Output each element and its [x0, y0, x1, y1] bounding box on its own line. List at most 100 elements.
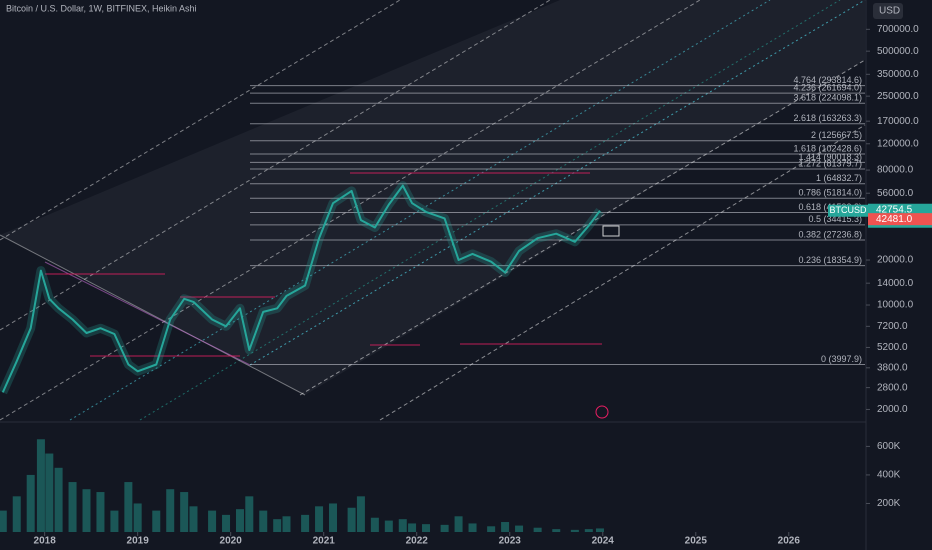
- cursor-box: [602, 225, 620, 237]
- y-tick-label: 350000.0: [877, 69, 919, 80]
- y-tick-label: 20000.0: [877, 255, 914, 266]
- y-tick-label: 200K: [877, 498, 901, 509]
- volume-bar: [110, 510, 119, 532]
- price-tag: [828, 204, 868, 217]
- y-tick-label: 5200.0: [877, 342, 908, 353]
- volume-bar: [124, 482, 133, 532]
- volume-bar: [189, 506, 198, 532]
- volume-bar: [96, 492, 105, 532]
- volume-bar: [82, 489, 91, 532]
- currency[interactable]: USD: [879, 6, 900, 17]
- fib-label: 4.764 (293814.6): [793, 75, 862, 85]
- y-tick-label: 700000.0: [877, 24, 919, 35]
- volume-bar: [468, 523, 477, 532]
- y-tick-label: 14000.0: [877, 278, 914, 289]
- volume-bar: [398, 519, 407, 532]
- pitchfork-line: [0, 0, 701, 421]
- volume-bar: [408, 523, 417, 532]
- y-tick-label: 120000.0: [877, 138, 919, 149]
- x-tick-label: 2023: [499, 536, 522, 547]
- pitchfork-median: [249, 0, 866, 366]
- volume-bar: [45, 453, 54, 532]
- pitchfork: [0, 0, 866, 421]
- volume-bar: [501, 522, 510, 532]
- fib-label: 3.618 (224098.1): [793, 93, 862, 103]
- volume-bar: [259, 510, 268, 532]
- volume-bar: [222, 514, 231, 532]
- x-tick-label: 2019: [127, 536, 150, 547]
- y-tick-label: 500000.0: [877, 46, 919, 57]
- volume-bar: [301, 514, 310, 532]
- x-tick-label: 2024: [592, 536, 615, 547]
- volume-bar: [422, 524, 431, 532]
- volume-bar: [166, 489, 175, 532]
- currency-button[interactable]: [873, 3, 903, 19]
- x-tick-label: 2020: [220, 536, 243, 547]
- volume-bar: [356, 496, 365, 532]
- volume-bar: [595, 528, 604, 532]
- volume-bar: [235, 509, 244, 532]
- y-tick-label: 80000.0: [877, 165, 914, 176]
- fib-label: 0.786 (51814.0): [798, 188, 862, 198]
- volume-bar: [440, 524, 449, 532]
- pitchfork-line: [139, 0, 841, 421]
- volume-bar: [12, 496, 21, 532]
- volume-bar: [245, 496, 254, 532]
- volume-bar: [0, 510, 7, 532]
- last-price: 42754.5: [876, 204, 913, 215]
- pitchfork-zone: [0, 0, 865, 395]
- y-tick-label: 10000.0: [877, 300, 914, 311]
- fib-label: 0.236 (18354.9): [798, 255, 862, 265]
- pitchfork-line: [0, 0, 551, 331]
- volume-bar: [208, 510, 217, 532]
- volume-bar: [370, 517, 379, 532]
- y-tick-label: 250000.0: [877, 91, 919, 102]
- volume-bar: [152, 510, 161, 532]
- marker-price: 42481.0: [876, 214, 913, 225]
- y-tick-label: 3800.0: [877, 362, 908, 373]
- x-tick-label: 2022: [406, 536, 429, 547]
- fib-label: 1.618 (102428.6): [793, 143, 862, 153]
- volume-bar: [180, 492, 189, 532]
- volume-bar: [315, 506, 324, 532]
- pitchfork-line: [69, 0, 771, 421]
- pitchfork-line: [379, 124, 866, 421]
- volume-bar: [533, 527, 542, 532]
- x-tick-label: 2025: [685, 536, 708, 547]
- volume-bar: [133, 503, 142, 532]
- volume-bar: [26, 474, 35, 532]
- y-tick-label: 56000.0: [877, 188, 914, 199]
- y-tick-label: 400K: [877, 470, 901, 481]
- event-icon[interactable]: [595, 405, 609, 419]
- volume-bar: [515, 525, 524, 532]
- fib-label: 0.382 (27236.8): [798, 229, 862, 239]
- y-tick-label: 170000.0: [877, 116, 919, 127]
- volume-bar: [384, 520, 393, 532]
- fib-label: 1.414 (90018.3): [798, 152, 862, 162]
- fib-label: 2 (125667.5): [811, 130, 862, 140]
- price-line: [1, 184, 601, 393]
- marker-tag: [868, 213, 932, 226]
- volume-bar: [36, 439, 45, 532]
- y-tick-label: 2800.0: [877, 382, 908, 393]
- pitchfork-line: [299, 59, 866, 396]
- x-tick-label: 2021: [313, 536, 336, 547]
- volume-bar: [584, 529, 593, 532]
- y-tick-label: 7200.0: [877, 321, 908, 332]
- chart-title: Bitcoin / U.S. Dollar, 1W, BITFINEX, Hei…: [6, 3, 197, 13]
- y-tick-label: 2000.0: [877, 404, 908, 415]
- volume-bar: [329, 503, 338, 532]
- volume-bar: [347, 507, 356, 532]
- volume-bar: [487, 526, 496, 532]
- volume-bar: [282, 516, 291, 532]
- pitchfork-handle: [0, 234, 306, 396]
- support-lines: [45, 172, 602, 357]
- fib-label: 2.618 (163263.3): [793, 113, 862, 123]
- volume-bar: [54, 467, 63, 532]
- volume-bar: [68, 482, 77, 532]
- fib-label: 0 (3997.9): [821, 354, 862, 364]
- pitchfork-handle: [44, 261, 251, 366]
- fib-label: 0.5 (34415.3): [808, 214, 862, 224]
